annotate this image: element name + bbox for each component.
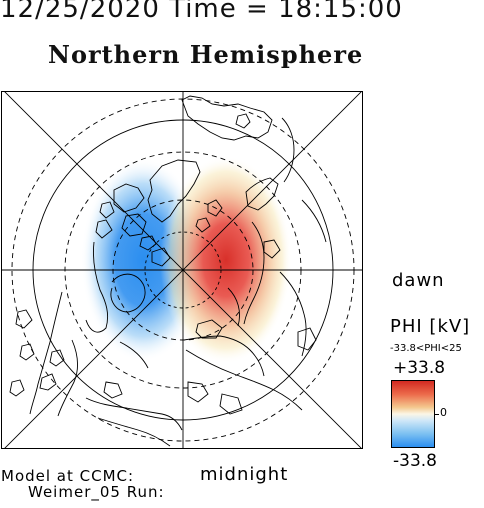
midnight-label: midnight: [200, 464, 289, 485]
europe-coast: [245, 177, 279, 211]
colorbar-zero-tick: [435, 414, 439, 415]
hudson-bay: [110, 273, 146, 313]
date-time-title: 12/25/2020 Time = 18:15:00: [0, 0, 403, 24]
dawn-cell-positive: [160, 156, 292, 364]
polar-map-panel: [1, 91, 363, 449]
colorbar-min: -33.8: [393, 451, 437, 471]
hemisphere-title: Northern Hemisphere: [48, 40, 364, 69]
alaska-coast: [85, 397, 183, 431]
colorbar-title: PHI [kV]: [390, 316, 471, 337]
west-coast: [29, 291, 63, 415]
colorbar-range: -33.8<PHI<25: [390, 343, 462, 354]
model-credit-line1: Model at CCMC:: [1, 467, 135, 485]
colorbar-max: +33.8: [393, 358, 446, 378]
model-credit-line2: Weimer_05 Run:: [28, 483, 165, 501]
potential-cells: [81, 156, 292, 364]
coastlines: [9, 95, 327, 447]
svalbard: [207, 199, 223, 217]
colorbar-zero: 0: [440, 406, 447, 419]
graticule: [2, 92, 362, 448]
colorbar: [391, 380, 435, 448]
meridian-diagonal-2: [4, 92, 362, 448]
polar-map: [2, 92, 362, 448]
dawn-label: dawn: [392, 270, 445, 291]
